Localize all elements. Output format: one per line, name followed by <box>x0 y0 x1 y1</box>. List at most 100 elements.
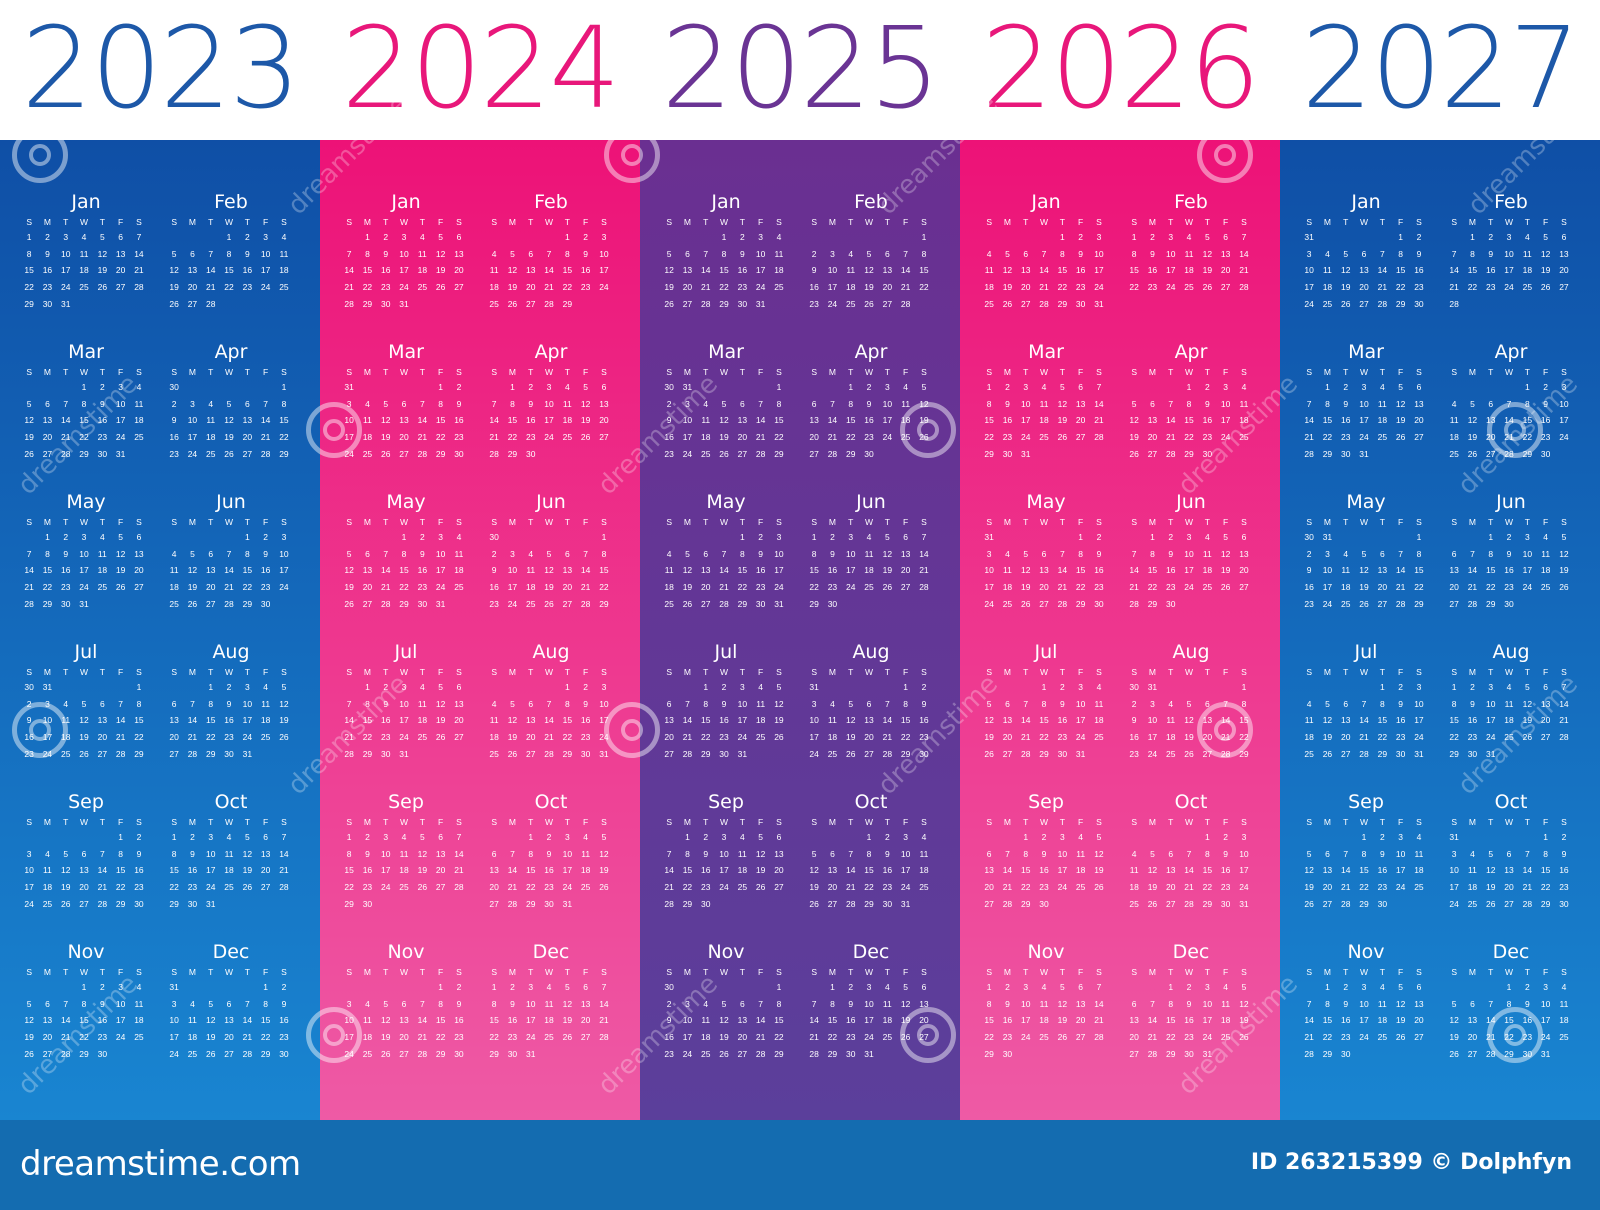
week-row: 20 21 22 23 24 25 26 <box>1125 1029 1257 1046</box>
day-cell: 5 <box>921 382 927 392</box>
week-row: 15 16 17 18 19 20 21 <box>805 562 937 579</box>
weekday-label: W <box>865 967 874 977</box>
day-cell: 17 <box>1304 282 1314 293</box>
day-cell <box>896 596 914 613</box>
day-cell <box>1482 979 1500 996</box>
day-cell: 23 <box>1540 432 1551 443</box>
day-cell: 20 <box>1559 265 1569 276</box>
weekday-label: T <box>703 817 709 827</box>
day-cell: 17 <box>24 882 34 893</box>
day-cell: 13 <box>1559 248 1569 259</box>
day-cell: 28 <box>489 448 499 459</box>
day-cell: 10 <box>1359 998 1369 1009</box>
weekday-label: M <box>1003 217 1011 227</box>
day-cell: 29 <box>562 748 573 759</box>
day-cell: 4 <box>136 982 142 992</box>
weekday-label: W <box>80 967 89 977</box>
weekday-label: T <box>1023 217 1029 227</box>
day-cell: 14 <box>1166 415 1176 426</box>
day-cell: 10 <box>827 265 838 276</box>
week-row: 27 28 29 30 <box>1445 596 1577 613</box>
day-cell: 4 <box>1470 848 1475 859</box>
month-aug-2023: Aug S M T W T F S 1 2 3 4 5 6 7 8 9 10 11 12 13 14 15 16 17 18 19 2… <box>165 640 297 762</box>
day-cell: 12 <box>242 848 253 859</box>
weekday-label: S <box>456 667 462 677</box>
month-mar-2026: Mar S M T W T F S 1 2 3 4 5 6 7 8 9 10 11 12 13 14 15 16 17 18 19 2… <box>980 340 1112 462</box>
day-cell: 19 <box>599 865 609 876</box>
day-cell: 4 <box>45 848 50 859</box>
day-cell: 26 <box>1184 748 1194 759</box>
day-cell: 19 <box>187 582 198 593</box>
day-cell: 17 <box>435 565 446 576</box>
weekday-label: T <box>1343 817 1349 827</box>
weekday-label: S <box>171 517 177 527</box>
day-cell: 24 <box>809 748 819 759</box>
day-cell: 3 <box>118 982 123 992</box>
day-cell: 28 <box>224 598 234 609</box>
day-cell: 9 <box>99 998 105 1009</box>
weekday-label: M <box>43 817 51 827</box>
weekday-label: W <box>1505 967 1514 977</box>
day-cell: 22 <box>1202 882 1213 893</box>
weekday-label: T <box>884 667 890 677</box>
day-cell: 19 <box>1220 565 1231 576</box>
day-cell: 3 <box>1204 982 1210 992</box>
day-cell: 5 <box>1223 532 1228 542</box>
day-cell: 27 <box>97 748 108 759</box>
day-cell: 19 <box>381 1032 391 1043</box>
day-cell: 21 <box>1504 432 1514 443</box>
day-cell <box>1318 229 1336 246</box>
day-cell: 31 <box>809 682 819 692</box>
week-row: 19 20 21 22 23 24 25 <box>20 429 152 446</box>
day-cell: 1 <box>1023 832 1029 842</box>
day-cell: 8 <box>26 248 32 259</box>
day-cell: 6 <box>136 532 142 542</box>
day-cell: 28 <box>1377 298 1388 309</box>
weekday-label: T <box>419 217 425 227</box>
day-cell: 22 <box>1504 1032 1514 1043</box>
day-cell: 27 <box>1239 582 1249 593</box>
day-cell: 2 <box>491 548 497 559</box>
day-cell: 2 <box>1306 548 1312 559</box>
day-cell: 9 <box>1379 848 1385 859</box>
day-cell: 25 <box>755 732 766 743</box>
day-cell: 4 <box>491 248 497 259</box>
weekday-label: M <box>1323 967 1331 977</box>
day-cell: 19 <box>809 882 819 893</box>
day-cell: 7 <box>1379 248 1385 259</box>
day-cell: 16 <box>882 865 893 876</box>
weekday-label: T <box>1379 367 1385 377</box>
day-cell: 24 <box>115 1032 126 1043</box>
day-cell: 10 <box>864 998 874 1009</box>
day-cell: 7 <box>601 982 607 992</box>
day-cell: 28 <box>1467 598 1478 609</box>
weekday-label: T <box>739 817 745 827</box>
day-cell: 29 <box>701 748 711 759</box>
day-cell: 28 <box>344 298 354 309</box>
day-cell: 12 <box>846 715 856 726</box>
week-row: 11 12 13 14 15 16 17 <box>1445 412 1577 429</box>
day-cell <box>57 379 75 396</box>
weekday-label: T <box>208 517 214 527</box>
week-row: 8 9 10 11 12 13 14 <box>980 996 1112 1013</box>
day-cell: 8 <box>601 548 607 559</box>
day-cell: 19 <box>169 282 179 293</box>
day-cell: 6 <box>1543 682 1548 692</box>
day-cell: 31 <box>774 598 784 609</box>
month-apr-2024: Apr S M T W T F S 1 2 3 4 5 6 7 8 9 10 11 12 13 14 15 16 17 18 19 2… <box>485 340 617 462</box>
day-cell: 27 <box>206 598 216 609</box>
day-cell <box>896 1046 914 1063</box>
day-cell <box>1463 979 1481 996</box>
weekday-label: S <box>491 517 497 527</box>
week-row: 29 30 31 <box>20 296 152 313</box>
week-row: 27 28 29 30 <box>805 446 937 463</box>
week-row: 29 30 31 <box>485 1046 617 1063</box>
day-cell: 14 <box>381 565 391 576</box>
weekday-label: T <box>739 367 745 377</box>
day-cell: 1 <box>1524 382 1530 392</box>
day-cell <box>1125 979 1143 996</box>
day-cell: 23 <box>701 882 711 893</box>
